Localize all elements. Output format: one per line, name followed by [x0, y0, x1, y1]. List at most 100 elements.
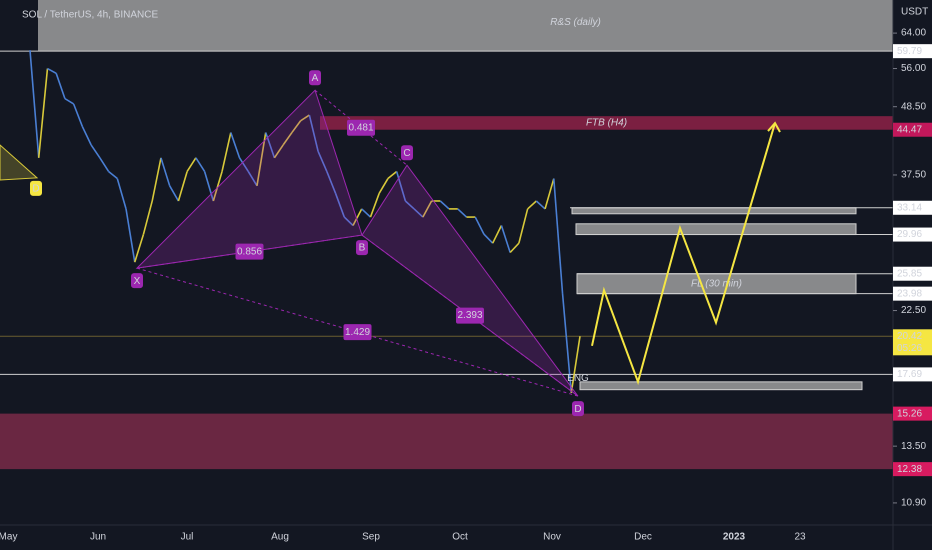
price-segment — [474, 216, 485, 235]
price-segment — [142, 200, 153, 235]
point-label: B — [359, 243, 366, 254]
price-label-box — [893, 266, 932, 281]
price-label: 12.38 — [897, 464, 922, 475]
price-segment — [29, 50, 40, 158]
price-label: 59.79 — [897, 46, 922, 57]
price-segment — [422, 200, 433, 218]
price-label: 23.98 — [897, 288, 922, 299]
price-segment — [518, 208, 529, 244]
ratio-badge — [347, 119, 375, 136]
price-label: 20.42 — [897, 331, 922, 342]
price-segment — [509, 242, 520, 254]
pattern-line — [314, 89, 408, 166]
point-label: A — [312, 73, 319, 84]
x-tick-label: Sep — [362, 532, 380, 543]
price-segment — [203, 171, 215, 202]
price-segment — [395, 171, 407, 202]
countdown: 05:26 — [897, 343, 922, 354]
price-segment — [491, 225, 503, 244]
zone — [575, 223, 857, 236]
price-segment — [439, 200, 450, 210]
ratio-label: 1.429 — [345, 327, 370, 338]
ratio-label: 0.481 — [348, 122, 373, 133]
price-label: 15.26 — [897, 408, 922, 419]
price-segment — [343, 216, 354, 227]
ratio-badge — [235, 243, 264, 260]
point-badge — [309, 70, 321, 86]
price-label: 25.85 — [897, 268, 922, 279]
price-label-box — [893, 200, 932, 215]
price-segment — [317, 150, 328, 172]
price-segment — [247, 171, 258, 187]
pattern-line — [136, 234, 363, 269]
ratio-label: 2.393 — [457, 310, 482, 321]
price-segment — [483, 233, 494, 244]
price-segment — [413, 208, 424, 218]
price-segment — [72, 103, 84, 127]
y-tick-label: 37.50 — [901, 170, 926, 181]
price-segment — [195, 157, 206, 172]
x-tick-label: 23 — [794, 532, 806, 543]
x-tick-label: Oct — [452, 532, 468, 543]
price-segment — [291, 120, 302, 134]
price-segment — [326, 171, 337, 194]
price-segment — [544, 178, 555, 210]
left-pattern — [0, 144, 39, 181]
price-segment — [553, 178, 564, 294]
zone-label: FTB (H4) — [586, 118, 627, 129]
y-tick-label: 13.50 — [901, 441, 926, 452]
price-segment — [352, 208, 363, 226]
price-label: 44.47 — [897, 124, 922, 135]
price-segment — [47, 67, 57, 75]
y-tick-label: 22.50 — [901, 305, 926, 316]
zone — [0, 413, 893, 470]
eng-label: ENG — [567, 373, 589, 384]
price-label-box — [893, 367, 932, 382]
price-segment — [404, 200, 415, 210]
price-segment — [221, 132, 232, 172]
price-segment — [264, 132, 276, 159]
point-label: D — [574, 404, 581, 415]
price-segment — [55, 73, 66, 99]
projection-path — [591, 122, 776, 386]
price-segment — [561, 293, 573, 393]
price-segment — [535, 200, 546, 210]
price-segment — [308, 114, 319, 152]
price-label-box — [893, 286, 932, 301]
price-label-box — [893, 462, 932, 477]
price-segment — [212, 171, 223, 202]
arrow-head — [767, 121, 781, 133]
price-segment — [238, 157, 249, 172]
zone — [320, 116, 893, 130]
point-badge — [401, 145, 413, 161]
x-tick-label: Aug — [271, 532, 289, 543]
x-tick-label: Jun — [90, 532, 106, 543]
price-segment — [273, 144, 284, 159]
plot-area: R&S (daily) FTB (H4) FL (30 min) D 0.481 0.85… — [0, 0, 893, 470]
x-tick-label: 2023 — [723, 532, 746, 543]
ratio-label: 0.856 — [237, 246, 262, 257]
price-segment — [457, 208, 468, 218]
price-label-box — [893, 44, 932, 59]
price-label-box — [893, 406, 932, 421]
price-label: 17.69 — [897, 369, 922, 380]
currency: USDT — [901, 7, 928, 18]
price-segment — [116, 178, 127, 210]
price-label: 29.96 — [897, 229, 922, 240]
x-tick-label: Nov — [543, 532, 561, 543]
price-label-box — [893, 122, 932, 137]
point-badge — [131, 273, 143, 289]
price-segment — [168, 185, 180, 202]
price-segment — [81, 126, 92, 146]
point-badge — [30, 180, 42, 196]
price-segment — [334, 193, 346, 218]
y-tick-label: 56.00 — [901, 63, 926, 74]
price-segment — [90, 144, 101, 159]
price-segment — [230, 132, 241, 159]
y-tick-label: 48.50 — [901, 101, 926, 112]
price-segment — [160, 157, 171, 187]
y-tick-label: 64.00 — [901, 28, 926, 39]
price-segment — [369, 193, 380, 218]
price-segment — [133, 233, 145, 263]
ratio-badge — [343, 324, 372, 341]
